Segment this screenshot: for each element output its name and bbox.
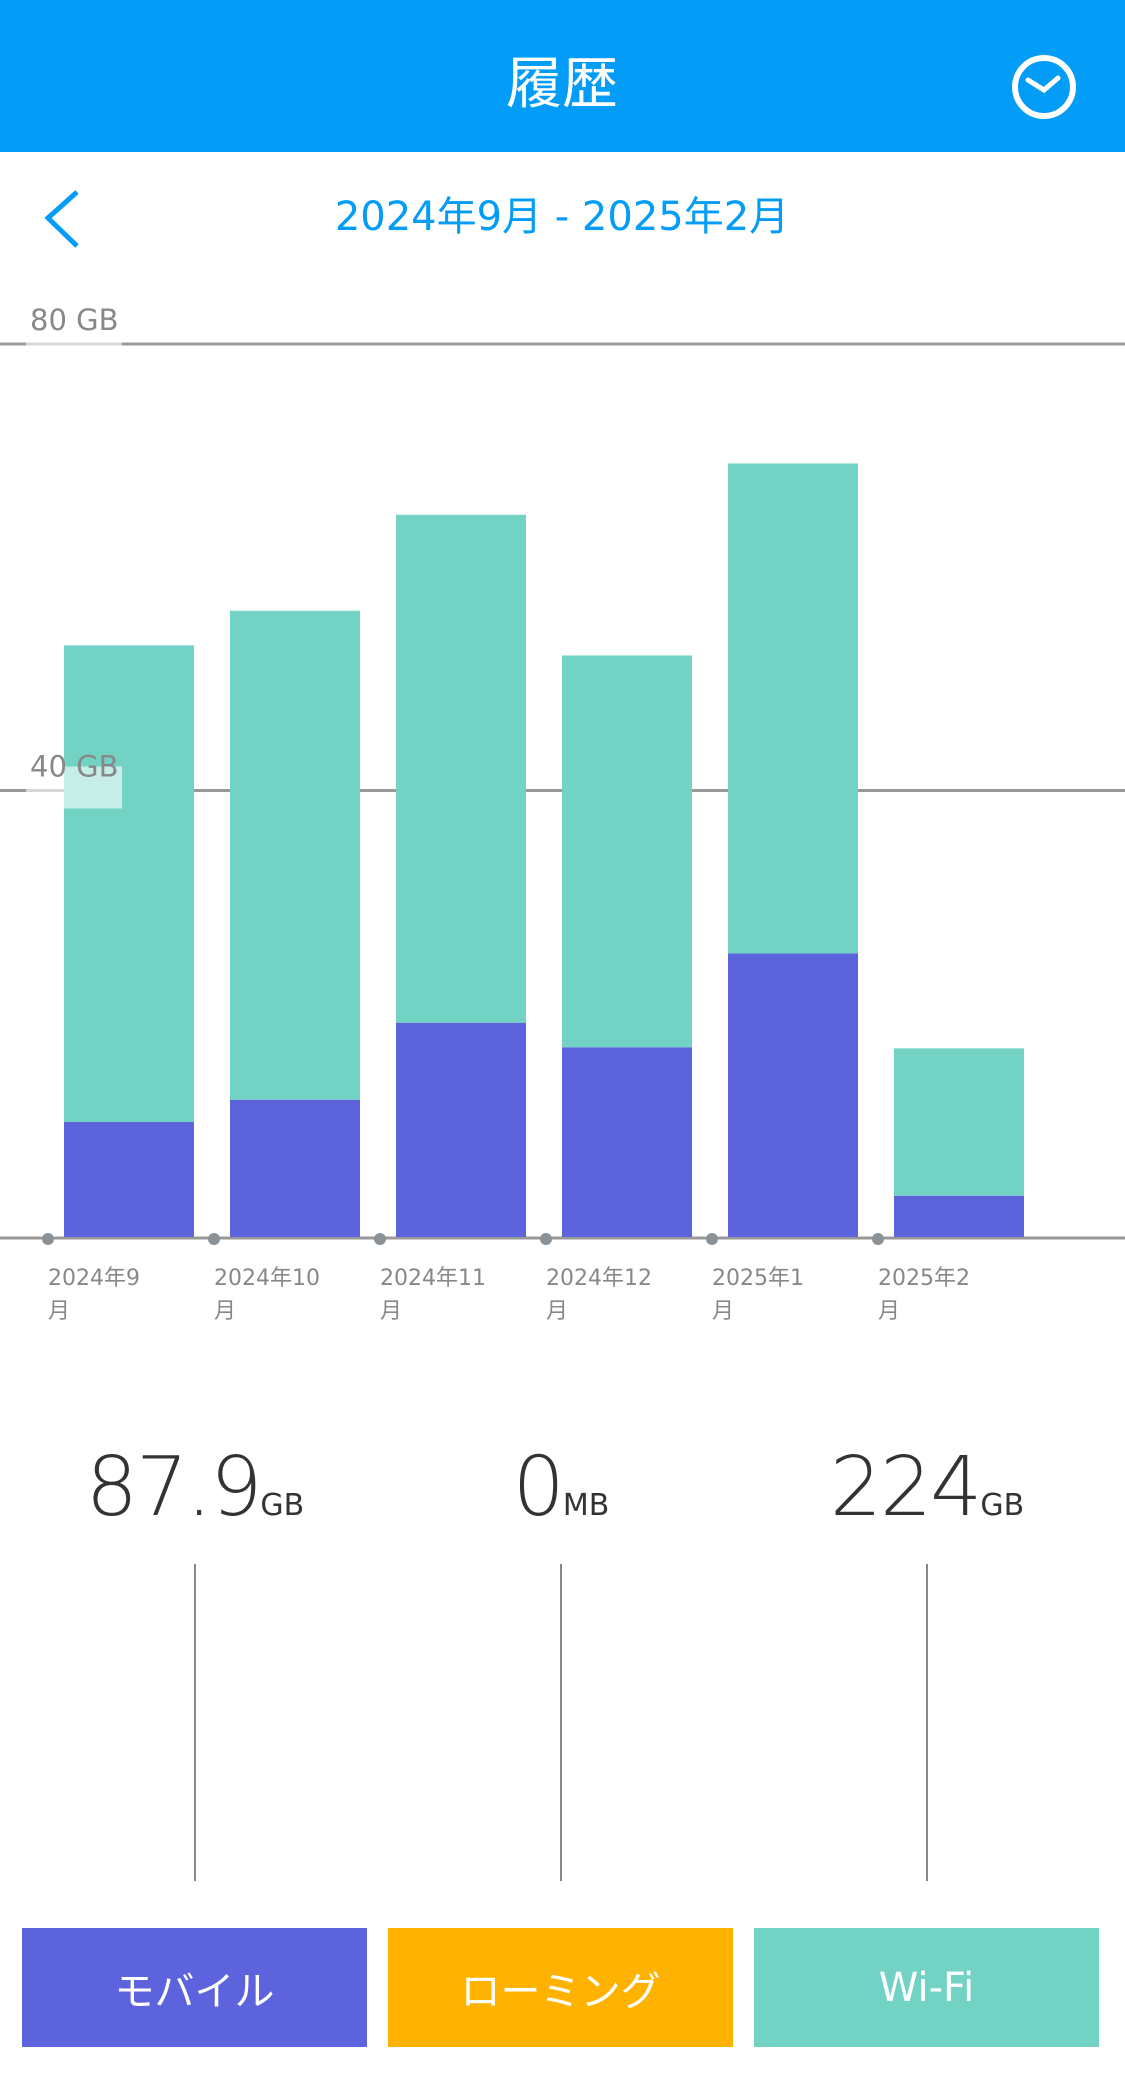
x-tick-dot [540,1233,552,1245]
header-title: 履歴 [506,52,618,117]
legend-button[interactable]: ローミング [388,1928,733,2047]
y-tick-label: 40 GB [30,750,119,784]
label-bg [26,766,122,809]
x-tick-dot [872,1233,884,1245]
legend-button[interactable]: Wi-Fi [754,1928,1099,2047]
bar-segment [562,655,692,1048]
back-button[interactable] [44,190,79,248]
label-bg [26,320,122,362]
bar-segment [396,1022,526,1237]
total-value: 0 [512,1440,565,1535]
total: 224GB [747,1440,1107,1535]
total-unit: GB [260,1488,305,1523]
header-bar [0,0,1125,152]
x-tick-dot [374,1233,386,1245]
x-tick-label: 2024年12月 [546,1266,652,1324]
bar-segment [396,514,526,1023]
x-tick-label: 2024年11月 [380,1266,486,1324]
total: 0MB [381,1440,741,1535]
date-range: 2024年9月 - 2025年2月 [335,194,789,240]
x-tick-label: 2025年1月 [712,1266,804,1324]
total-unit: MB [562,1488,610,1523]
x-tick-label: 2024年10月 [214,1266,320,1324]
history-button[interactable] [1012,55,1076,119]
x-tick-dot [42,1233,54,1245]
total-value: 224 [829,1440,983,1535]
legend-button[interactable]: モバイル [22,1928,367,2047]
x-tick-dot [706,1233,718,1245]
bar-segment [230,1099,360,1237]
total-value: 87.9 [85,1440,263,1535]
x-tick-dot [208,1233,220,1245]
bar-segment [728,953,858,1237]
bar-segment [64,645,194,1123]
x-tick-label: 2024年9月 [48,1266,140,1324]
bar-segment [894,1195,1024,1237]
bar-segment [64,1122,194,1237]
total-unit: GB [980,1488,1025,1523]
y-tick-label: 80 GB [30,303,119,337]
bar-segment [894,1048,1024,1196]
total: 87.9GB [15,1440,375,1535]
bar-segment [230,610,360,1100]
bar-segment [562,1047,692,1237]
x-tick-label: 2025年2月 [878,1266,970,1324]
bar-segment [728,463,858,954]
